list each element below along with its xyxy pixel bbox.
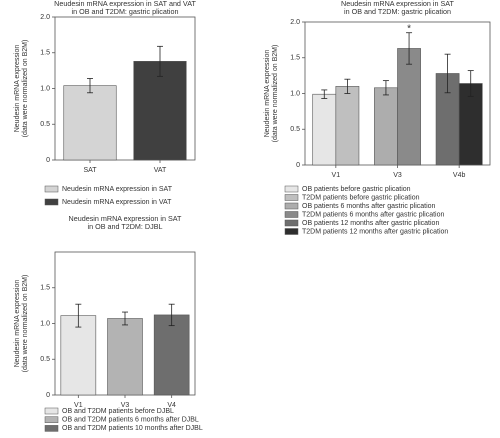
legend-swatch xyxy=(284,185,299,193)
y-tick-label: 0.5 xyxy=(40,356,50,363)
bar xyxy=(153,314,190,396)
chart-title: in OB and T2DM: DJBL xyxy=(88,222,163,231)
x-tick-label: V1 xyxy=(74,402,83,409)
legend-swatch xyxy=(44,416,59,423)
legend-swatch xyxy=(284,211,299,218)
legend-label: OB patients before gastric plication xyxy=(302,186,411,193)
legend-label: OB and T2DM patients 6 months after DJBL xyxy=(62,417,199,424)
chart-title: Neudesin mRNA expression in SAT xyxy=(341,0,455,8)
legend-swatch xyxy=(284,219,299,227)
bar xyxy=(60,315,97,396)
y-tick-label: 0 xyxy=(46,157,50,164)
y-tick-label: 0.5 xyxy=(290,126,300,133)
legend-swatch xyxy=(44,198,59,206)
significance-marker: * xyxy=(407,23,411,34)
y-tick-label: 2.0 xyxy=(40,14,50,21)
bar xyxy=(312,93,337,166)
y-axis-label: (data were normalized on B2M) xyxy=(272,45,279,143)
x-tick-label: V3 xyxy=(393,172,402,179)
y-axis-label: Neudesin mRNA expression xyxy=(264,50,271,138)
x-tick-label: V3 xyxy=(121,402,130,409)
y-tick-label: 1.0 xyxy=(40,320,50,327)
legend-swatch xyxy=(284,194,299,201)
x-tick-label: VAT xyxy=(154,167,167,174)
legend-swatch xyxy=(44,407,59,415)
legend-label: T2DM patients before gastric plication xyxy=(302,194,420,201)
y-axis-label: Neudesin mRNA expression xyxy=(14,45,21,133)
y-axis-label: (data were normalized on B2M) xyxy=(22,40,29,138)
legend-label: OB and T2DM patients before DJBL xyxy=(62,408,174,415)
y-tick-label: 1.0 xyxy=(290,90,300,97)
y-axis-label: Neudesin mRNA expression xyxy=(14,280,21,368)
y-tick-label: 2.0 xyxy=(290,19,300,26)
y-tick-label: 1.5 xyxy=(290,55,300,62)
legend-label: T2DM patients 12 months after gastric pl… xyxy=(302,228,448,235)
chart-title: Neudesin mRNA expression in SAT xyxy=(69,214,183,223)
x-tick-label: SAT xyxy=(83,167,97,174)
chart-title: Neudesin mRNA expression in SAT and VAT xyxy=(54,0,196,8)
y-tick-label: 0.5 xyxy=(40,121,50,128)
legend-swatch xyxy=(44,425,59,432)
y-tick-label: 1.0 xyxy=(40,85,50,92)
chart-title: in OB and T2DM: gastric plication xyxy=(344,7,451,16)
y-tick-label: 1.5 xyxy=(40,285,50,292)
y-tick-label: 0 xyxy=(296,162,300,169)
legend-swatch xyxy=(44,185,59,193)
bar xyxy=(107,318,143,396)
legend-label: T2DM patients 6 months after gastric pli… xyxy=(302,211,445,218)
bar xyxy=(335,86,360,166)
legend-label: Neudesin mRNA expression in SAT xyxy=(62,186,173,193)
bar xyxy=(133,61,187,161)
legend-label: OB and T2DM patients 10 months after DJB… xyxy=(62,425,203,432)
legend-swatch xyxy=(284,228,299,235)
bar xyxy=(397,48,421,166)
legend-swatch xyxy=(284,202,299,210)
legend-label: Neudesin mRNA expression in VAT xyxy=(62,199,172,206)
bar xyxy=(374,87,398,166)
y-tick-label: 1.5 xyxy=(40,50,50,57)
legend-label: OB patients 12 months after gastric plic… xyxy=(302,220,439,227)
bar xyxy=(63,85,117,161)
x-tick-label: V4 xyxy=(167,402,176,409)
legend-label: OB patients 6 months after gastric plica… xyxy=(302,203,436,210)
y-axis-label: (data were normalized on B2M) xyxy=(22,275,29,373)
x-tick-label: V4b xyxy=(453,172,466,179)
y-tick-label: 0 xyxy=(46,392,50,399)
chart-title: in OB and T2DM: gastric plication xyxy=(72,7,179,16)
x-tick-label: V1 xyxy=(332,172,341,179)
